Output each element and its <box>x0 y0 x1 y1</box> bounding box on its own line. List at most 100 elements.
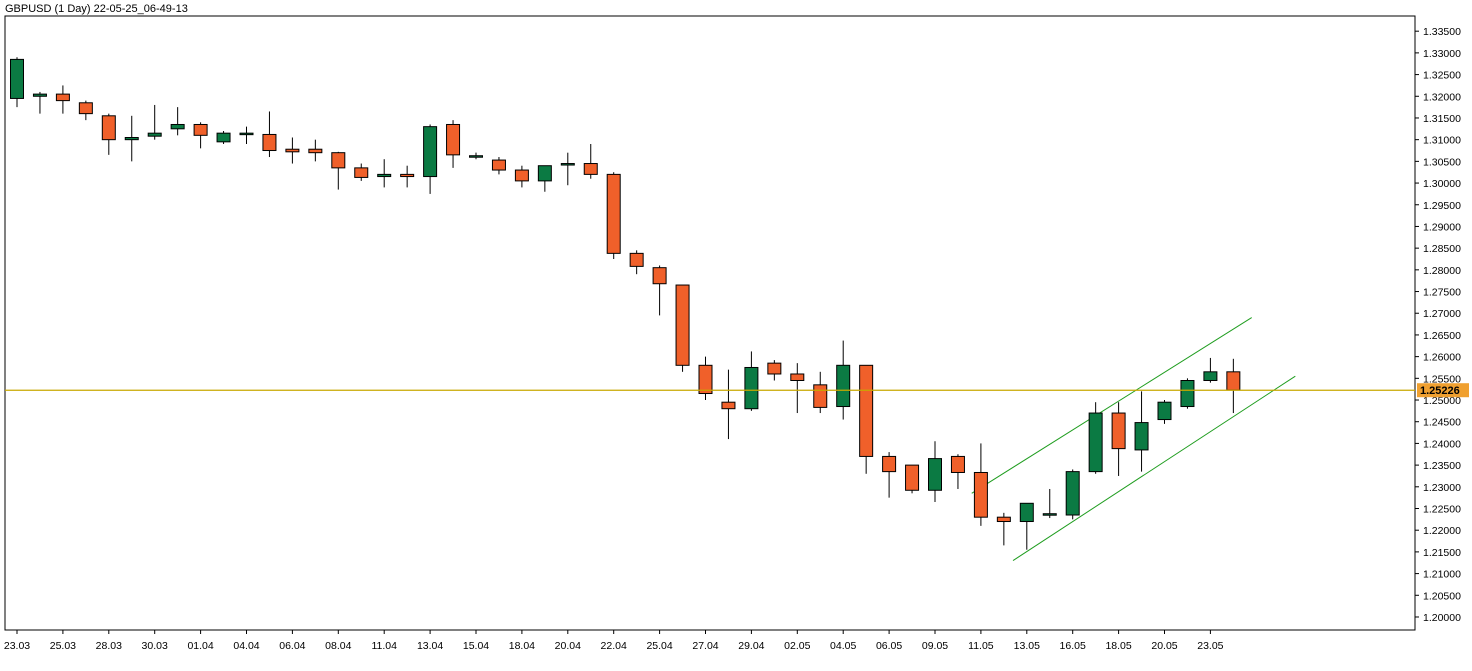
candle <box>675 284 690 372</box>
x-tick-label: 04.05 <box>830 640 856 652</box>
y-tick-label: 1.20000 <box>1423 612 1461 624</box>
candle <box>1203 357 1218 383</box>
y-tick-label: 1.33000 <box>1423 48 1461 60</box>
x-tick-label: 22.04 <box>601 640 627 652</box>
candle <box>446 120 461 168</box>
candle <box>400 165 415 188</box>
y-tick-label: 1.26500 <box>1423 330 1461 342</box>
y-tick-label: 1.20500 <box>1423 590 1461 602</box>
candle <box>216 130 231 145</box>
candle-body <box>514 169 529 182</box>
x-tick-label: 28.03 <box>96 640 122 652</box>
candle <box>101 113 116 155</box>
candle-body <box>354 167 369 178</box>
x-tick-label: 11.05 <box>968 640 994 652</box>
x-tick-label: 30.03 <box>142 640 168 652</box>
y-tick-label: 1.24500 <box>1423 417 1461 429</box>
channel-line-1 <box>971 317 1252 494</box>
candle-body <box>1203 371 1218 381</box>
x-tick-label: 11.04 <box>371 640 397 652</box>
candle-body <box>996 516 1011 523</box>
candle-body <box>124 136 139 141</box>
candle-body <box>1134 422 1149 451</box>
candle <box>1111 402 1126 476</box>
candle <box>193 122 208 149</box>
candle <box>285 137 300 164</box>
candle-body <box>882 455 897 473</box>
candle-body <box>537 165 552 182</box>
candle-body <box>400 173 415 178</box>
y-tick-label: 1.32000 <box>1423 91 1461 103</box>
current-price-tag <box>1417 383 1469 398</box>
candle-body <box>423 126 438 178</box>
x-tick-label: 23.05 <box>1197 640 1223 652</box>
x-tick-label: 20.05 <box>1151 640 1177 652</box>
candle-body <box>1065 471 1080 516</box>
x-tick-label: 09.05 <box>922 640 948 652</box>
candle-body <box>1042 513 1057 516</box>
x-tick-label: 27.04 <box>692 640 718 652</box>
y-tick-label: 1.29500 <box>1423 200 1461 212</box>
candle-body <box>1019 502 1034 523</box>
candle-body <box>170 123 185 130</box>
candle <box>124 115 139 162</box>
candle-body <box>973 471 988 518</box>
candle-body <box>1088 412 1103 473</box>
candle <box>950 454 965 489</box>
candle-body <box>606 173 621 254</box>
y-tick-label: 1.23500 <box>1423 460 1461 472</box>
candle <box>514 165 529 188</box>
candle-body <box>744 366 759 410</box>
candle <box>1042 488 1057 519</box>
y-tick-label: 1.30000 <box>1423 178 1461 190</box>
candle <box>905 464 920 494</box>
candle <box>423 124 438 194</box>
candle-body <box>262 133 277 152</box>
x-tick-label: 29.04 <box>738 640 764 652</box>
candle-body <box>446 123 461 156</box>
candle-body <box>1111 412 1126 450</box>
x-tick-label: 25.03 <box>50 640 76 652</box>
candle <box>790 363 805 414</box>
y-tick-label: 1.31500 <box>1423 113 1461 125</box>
candle <box>147 104 162 140</box>
candle <box>973 443 988 526</box>
y-tick-label: 1.30500 <box>1423 156 1461 168</box>
x-tick-label: 16.05 <box>1060 640 1086 652</box>
y-tick-label: 1.32500 <box>1423 70 1461 82</box>
y-tick-label: 1.31000 <box>1423 135 1461 147</box>
candle <box>882 452 897 498</box>
y-tick-label: 1.25500 <box>1423 373 1461 385</box>
candle <box>1019 502 1034 550</box>
candle-body <box>216 132 231 143</box>
candle <box>1065 469 1080 520</box>
x-tick-label: 02.05 <box>784 640 810 652</box>
x-tick-label: 08.04 <box>325 640 351 652</box>
candle-body <box>308 148 323 154</box>
candle <box>55 85 70 114</box>
candle <box>859 364 874 474</box>
current-price-label: 1.25226 <box>1420 385 1460 397</box>
x-tick-label: 18.04 <box>509 640 535 652</box>
candle-body <box>32 93 47 97</box>
candle <box>629 250 644 275</box>
candles <box>10 57 1241 550</box>
channel-lines <box>971 317 1296 561</box>
candle-body <box>147 132 162 137</box>
y-tick-label: 1.25000 <box>1423 395 1461 407</box>
candle-body <box>101 115 116 141</box>
x-tick-label: 25.04 <box>646 640 672 652</box>
candle-body <box>331 152 346 169</box>
x-tick-label: 06.04 <box>279 640 305 652</box>
candle <box>377 159 392 188</box>
candle <box>262 111 277 158</box>
candle <box>354 163 369 181</box>
candle <box>239 126 254 145</box>
y-tick-label: 1.27500 <box>1423 287 1461 299</box>
y-tick-label: 1.23000 <box>1423 482 1461 494</box>
candle-body <box>1226 371 1241 391</box>
candle-body <box>285 148 300 153</box>
candle-body <box>652 267 667 285</box>
y-tick-label: 1.21000 <box>1423 569 1461 581</box>
